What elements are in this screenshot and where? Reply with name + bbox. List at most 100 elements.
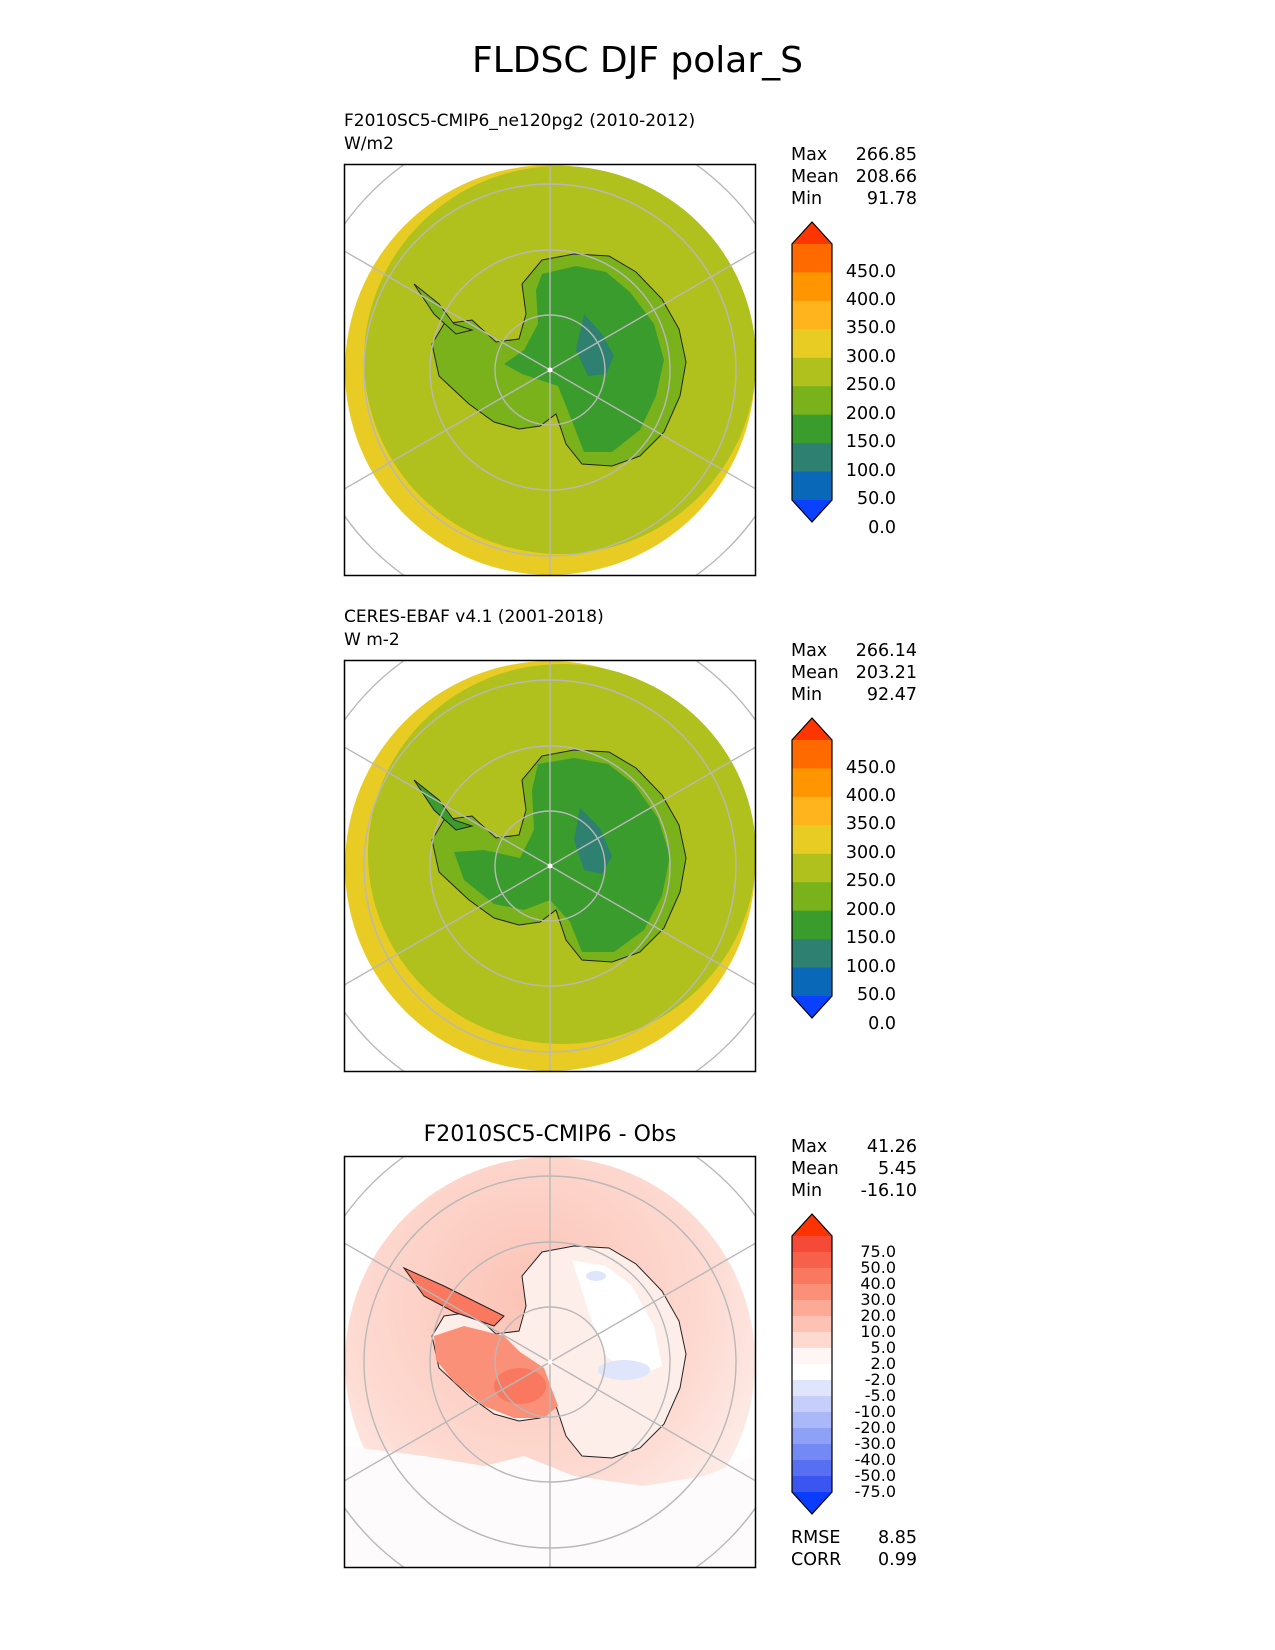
panel1-colorbar [791, 221, 833, 523]
colorbar-top-extension [792, 718, 832, 740]
colorbar-segment [792, 853, 832, 883]
panel2-stat-min: Min 92.47 [791, 685, 917, 705]
colorbar-tick-label: -10.0 [854, 1402, 896, 1422]
colorbar-segment [792, 471, 832, 501]
colorbar-segment [792, 1268, 832, 1285]
colorbar-segment [792, 1476, 832, 1493]
colorbar-tick-label: 350.0 [845, 318, 896, 339]
colorbar-segment [792, 1396, 832, 1413]
panel1-title-line1: F2010SC5-CMIP6_ne120pg2 (2010-2012) [344, 111, 696, 131]
colorbar-top-extension [792, 1214, 832, 1236]
colorbar-tick-label: 150.0 [845, 928, 896, 949]
colorbar-segment [792, 882, 832, 912]
colorbar-tick-label: 0.0 [868, 517, 896, 538]
panel3-stats: Max 41.26 Mean 5.45 Min -16.10 [791, 1136, 917, 1202]
panel2-colorbar [791, 717, 833, 1019]
panel2-stats: Max 266.14 Mean 203.21 Min 92.47 [791, 640, 917, 706]
colorbar-segment [792, 300, 832, 330]
panel2-title: CERES-EBAF v4.1 (2001-2018) W m-2 [344, 606, 604, 652]
panel3-stat-mean: Mean 5.45 [791, 1159, 917, 1179]
colorbar-tick-label: -5.0 [864, 1386, 896, 1406]
colorbar-outline [791, 717, 833, 1019]
colorbar-tick-label: 0.0 [868, 1013, 896, 1034]
colorbar-outline [791, 1213, 833, 1515]
panel3-title: F2010SC5-CMIP6 - Obs [423, 1122, 677, 1147]
colorbar-tick-label: 350.0 [845, 814, 896, 835]
colorbar-segment [792, 967, 832, 997]
colorbar-tick-label: 50.0 [860, 1258, 896, 1278]
colorbar-segment [792, 1348, 832, 1365]
colorbar-segment [792, 939, 832, 969]
panel3-bottom-stats: RMSE 8.85 CORR 0.99 [791, 1527, 917, 1571]
figure-title: FLDSC DJF polar_S [472, 40, 803, 81]
colorbar-segment [792, 386, 832, 416]
panel1-stat-max: Max 266.85 [791, 145, 917, 165]
panel3-stat-corr: CORR 0.99 [791, 1550, 917, 1570]
colorbar-tick-label: 50.0 [857, 985, 896, 1006]
colorbar-segment [792, 1428, 832, 1445]
panel2-peninsula [413, 779, 474, 831]
colorbar-outline [791, 221, 833, 523]
colorbar-segment [792, 1300, 832, 1317]
colorbar-segment [792, 414, 832, 444]
colorbar-segment [792, 1332, 832, 1349]
colorbar-segment [792, 272, 832, 302]
colorbar-tick-label: 450.0 [845, 757, 896, 778]
colorbar-segment [792, 443, 832, 473]
panel1-stats: Max 266.85 Mean 208.66 Min 91.78 [791, 144, 917, 210]
colorbar-segment [792, 740, 832, 770]
colorbar-tick-label: 100.0 [845, 956, 896, 977]
colorbar-bottom-extension [792, 1492, 832, 1514]
panel2-units: W m-2 [344, 630, 400, 650]
colorbar-tick-label: 300.0 [845, 346, 896, 367]
colorbar-tick-label: 75.0 [860, 1242, 896, 1262]
panel3-stat-rmse: RMSE 8.85 [791, 1528, 917, 1548]
colorbar-segment [792, 1284, 832, 1301]
colorbar-tick-label: -75.0 [854, 1482, 896, 1502]
colorbar-tick-label: -30.0 [854, 1434, 896, 1454]
colorbar-tick-label: 20.0 [860, 1306, 896, 1326]
colorbar-tick-label: 50.0 [857, 489, 896, 510]
colorbar-tick-label: 10.0 [860, 1322, 896, 1342]
colorbar-tick-label: 200.0 [845, 899, 896, 920]
colorbar-segment [792, 1364, 832, 1381]
colorbar-segment [792, 244, 832, 274]
panel3-difference-map [343, 1155, 757, 1569]
colorbar-tick-label: 450.0 [845, 261, 896, 282]
panel1-peninsula [413, 283, 474, 335]
colorbar-segment [792, 1444, 832, 1461]
colorbar-segment [792, 1316, 832, 1333]
panel2-graticule [344, 660, 756, 1072]
panel1-polar-map [343, 163, 757, 577]
colorbar-bottom-extension [792, 500, 832, 522]
colorbar-tick-label: 200.0 [845, 403, 896, 424]
colorbar-tick-label: 250.0 [845, 375, 896, 396]
colorbar-segment [792, 1412, 832, 1429]
panel2-colorbar-labels: 450.0 400.0 350.0 300.0 250.0 200.0 150.0 100.0… [836, 718, 896, 1034]
colorbar-segment [792, 768, 832, 798]
panel2-stat-mean: Mean 203.21 [791, 663, 917, 683]
colorbar-tick-label: 2.0 [870, 1354, 896, 1374]
colorbar-tick-label: 250.0 [845, 871, 896, 892]
panel3-east-antarctica-negative [572, 1260, 662, 1378]
colorbar-segment [792, 825, 832, 855]
panel1-colorbar-labels: 450.0 400.0 350.0 300.0 250.0 200.0 150.0 100.0… [836, 222, 896, 538]
colorbar-tick-label: -50.0 [854, 1466, 896, 1486]
panel3-peninsula-positive [402, 1266, 505, 1327]
panel2-polar-map [343, 659, 757, 1073]
panel2-title-line1: CERES-EBAF v4.1 (2001-2018) [344, 607, 604, 627]
panel1-units: W/m2 [344, 134, 394, 154]
colorbar-tick-label: -40.0 [854, 1450, 896, 1470]
colorbar-segment [792, 910, 832, 940]
colorbar-tick-label: 400.0 [845, 786, 896, 807]
colorbar-segment [792, 1460, 832, 1477]
colorbar-segment [792, 796, 832, 826]
panel3-stat-min: Min -16.10 [791, 1181, 917, 1201]
colorbar-tick-label: 400.0 [845, 290, 896, 311]
panel1-graticule [344, 164, 756, 576]
panel1-title: F2010SC5-CMIP6_ne120pg2 (2010-2012) W/m2 [344, 110, 695, 156]
colorbar-tick-label: 150.0 [845, 432, 896, 453]
panel3-stat-max: Max 41.26 [791, 1137, 917, 1157]
panel3-colorbar [791, 1213, 833, 1515]
colorbar-tick-label: 40.0 [860, 1274, 896, 1294]
